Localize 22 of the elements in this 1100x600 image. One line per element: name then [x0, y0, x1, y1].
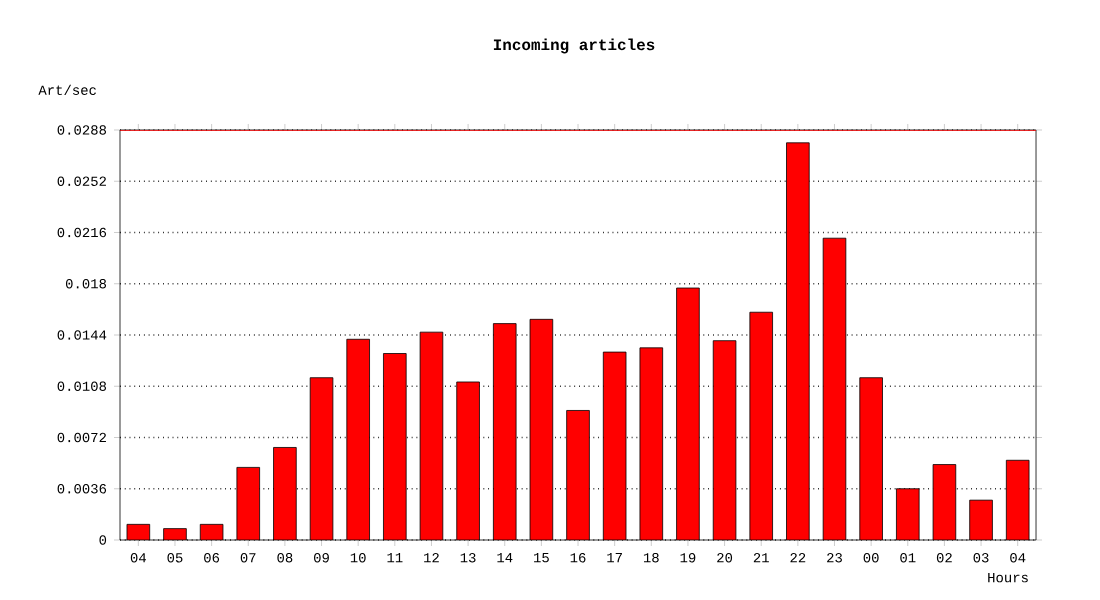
bar	[749, 311, 773, 540]
bar	[712, 340, 737, 540]
bar	[273, 447, 297, 540]
bar	[456, 381, 480, 540]
bar	[529, 318, 554, 540]
bar	[602, 351, 627, 540]
bar	[932, 464, 957, 540]
bar	[822, 237, 847, 540]
bar	[492, 323, 517, 540]
bar	[419, 331, 444, 540]
bar	[969, 499, 993, 540]
bar	[676, 287, 700, 540]
bar	[896, 488, 920, 540]
bar	[859, 377, 883, 540]
bar	[309, 377, 334, 540]
bar	[383, 353, 407, 540]
bar	[786, 142, 810, 540]
bar	[566, 410, 590, 540]
bar	[1005, 459, 1030, 540]
bar	[639, 347, 664, 540]
bar	[236, 467, 260, 540]
bar	[346, 338, 370, 540]
